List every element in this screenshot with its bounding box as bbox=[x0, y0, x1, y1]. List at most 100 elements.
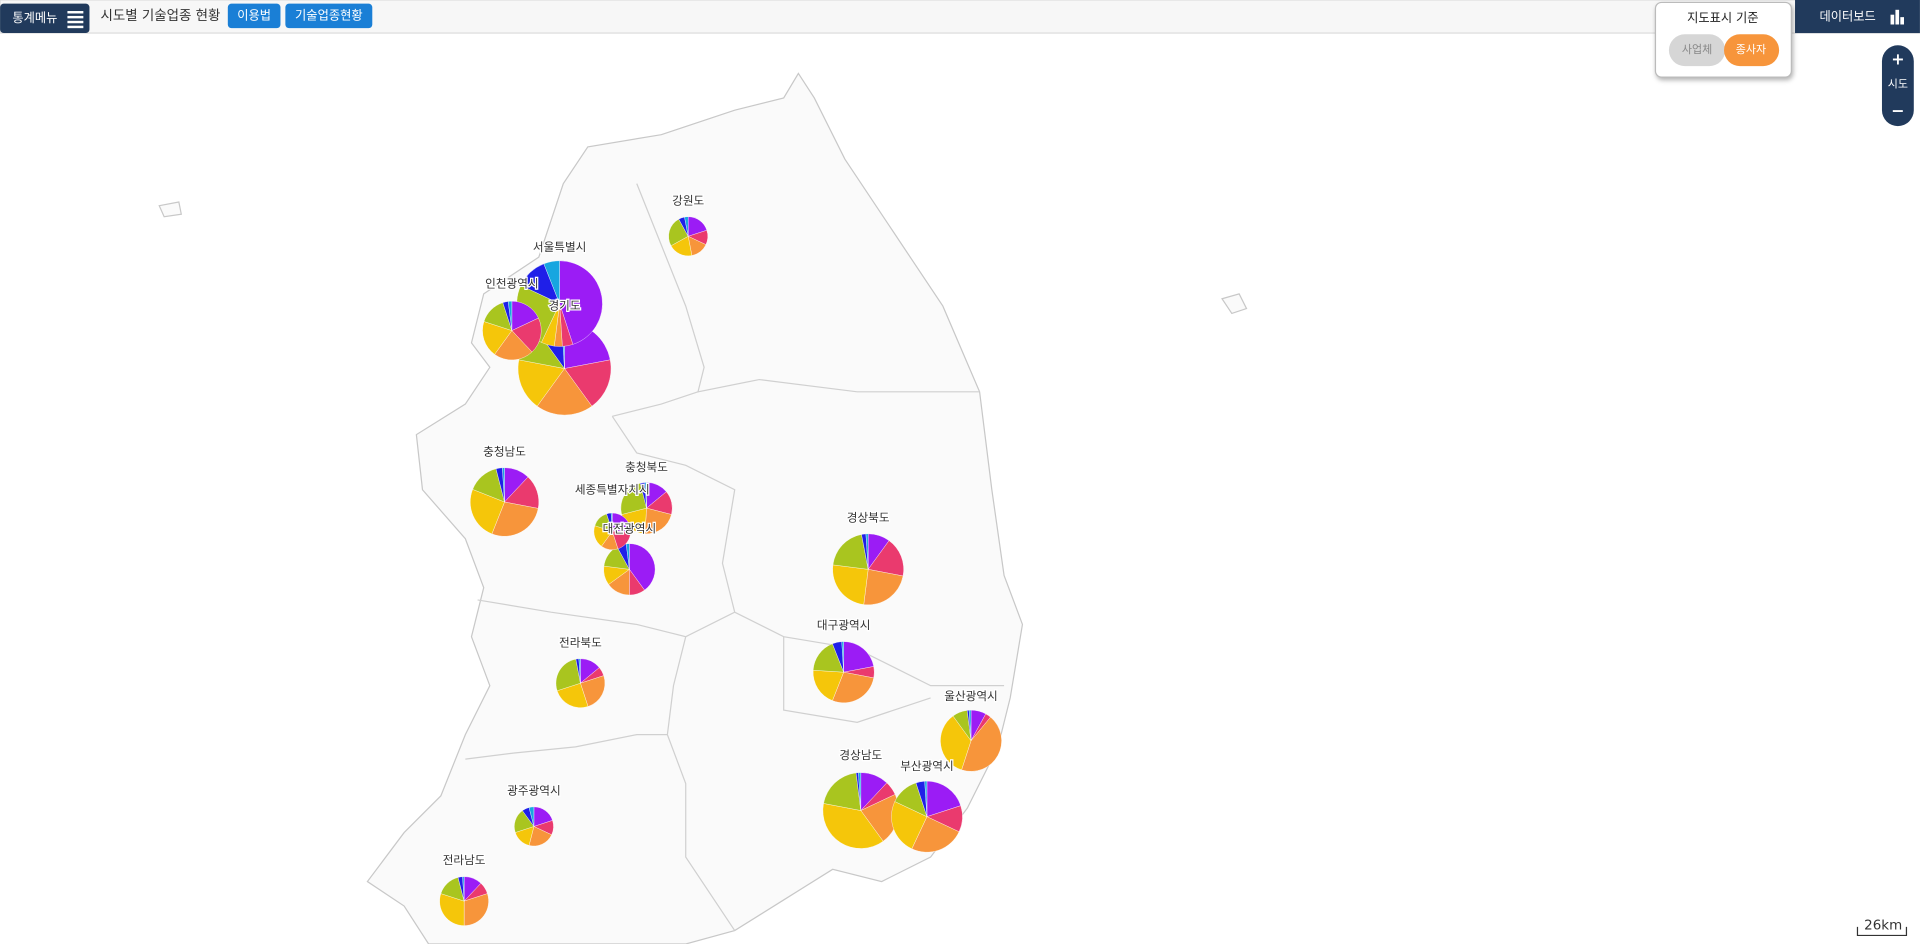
zoom-level: 시도 bbox=[1888, 77, 1908, 90]
zoom-control: + 시도 − bbox=[1881, 45, 1914, 127]
pie-chart bbox=[555, 658, 606, 708]
scale-label: 26km bbox=[1864, 919, 1902, 934]
pie-slice bbox=[612, 512, 631, 532]
zoom-out[interactable]: − bbox=[1891, 101, 1904, 120]
pie-chart bbox=[482, 301, 542, 361]
region-label: 강원도 bbox=[672, 193, 704, 207]
pie-slice bbox=[863, 569, 904, 606]
toggle-label: 사업체 bbox=[1682, 43, 1712, 56]
region-label: 경상남도 bbox=[839, 748, 882, 762]
pie-chart bbox=[603, 543, 656, 596]
pie-slice bbox=[865, 533, 869, 570]
region-label: 광주광역시 bbox=[507, 783, 560, 797]
pie-slice bbox=[439, 893, 465, 926]
island bbox=[1221, 293, 1248, 315]
scale-line bbox=[1856, 926, 1908, 937]
region-label: 서울특별시 bbox=[533, 240, 586, 254]
page-title: 시도별 기술업종 현황 bbox=[100, 8, 220, 24]
pie-slice bbox=[812, 670, 844, 701]
hamburger-icon bbox=[67, 11, 84, 29]
pie-slice bbox=[911, 816, 960, 853]
toggle-label: 종사자 bbox=[1736, 43, 1766, 56]
pie-slice bbox=[559, 260, 603, 345]
pie-slice bbox=[629, 543, 656, 591]
pie-slice bbox=[644, 482, 647, 509]
pie-slice bbox=[940, 715, 972, 771]
pie-slice bbox=[462, 876, 465, 902]
toggle-option[interactable] bbox=[1668, 34, 1726, 67]
pie-slice bbox=[578, 658, 581, 684]
pie-chart bbox=[668, 216, 708, 257]
pie-slice bbox=[610, 512, 613, 532]
pie-slice bbox=[564, 359, 612, 407]
region-label: 전라남도 bbox=[443, 853, 486, 867]
pie-slice bbox=[625, 543, 630, 570]
pie-slice bbox=[841, 641, 844, 673]
pie-slice bbox=[555, 658, 581, 692]
region-label: 대구광역시 bbox=[817, 618, 870, 632]
pie-slice bbox=[823, 772, 862, 811]
pie-slice bbox=[502, 467, 505, 503]
pie-chart bbox=[812, 641, 875, 703]
pie-slice bbox=[644, 507, 672, 534]
pie-slice bbox=[891, 801, 928, 850]
region-label: 세종특별자치시 bbox=[575, 482, 650, 496]
pie-chart bbox=[822, 772, 899, 849]
pie-slice bbox=[832, 671, 874, 703]
status-button[interactable] bbox=[285, 3, 373, 29]
pie-slice bbox=[858, 772, 862, 811]
pie-slice bbox=[580, 675, 606, 707]
pie-slice bbox=[511, 317, 542, 353]
pie-slice bbox=[968, 709, 972, 741]
pie-slice bbox=[507, 301, 513, 331]
pie-chart bbox=[891, 780, 963, 853]
legend-box: 지도표시 기준 사업체 종사자 bbox=[1654, 1, 1792, 78]
pie-slice bbox=[556, 682, 589, 708]
region-label: 경기도 bbox=[548, 299, 580, 313]
pie-slice bbox=[620, 482, 647, 515]
region-label: 충청북도 bbox=[625, 460, 668, 474]
region-label: 충청남도 bbox=[483, 444, 526, 458]
pie-slice bbox=[924, 780, 928, 817]
pie-slice bbox=[491, 501, 539, 537]
toggle-option[interactable] bbox=[1724, 34, 1780, 67]
pie-slice bbox=[867, 540, 904, 577]
pie-slice bbox=[482, 321, 513, 355]
pie-chart bbox=[439, 876, 489, 926]
legend-title: 지도표시 기준 bbox=[1687, 11, 1758, 25]
pie-slice bbox=[832, 534, 869, 570]
pie-chart bbox=[514, 806, 554, 847]
chart-icon bbox=[1890, 9, 1904, 25]
province-borders bbox=[465, 183, 1005, 931]
pie-slice bbox=[822, 803, 884, 849]
pie-slice bbox=[470, 489, 505, 535]
menu-button[interactable] bbox=[0, 3, 90, 34]
pie-slice bbox=[961, 716, 1002, 772]
pie-chart bbox=[620, 482, 673, 534]
pie-slice bbox=[926, 780, 961, 817]
pie-chart bbox=[470, 467, 539, 537]
pie-slice bbox=[832, 564, 869, 605]
menu-label: 통계메뉴 bbox=[12, 11, 57, 25]
pie-slice bbox=[517, 359, 565, 407]
region-label: 울산광역시 bbox=[944, 689, 997, 703]
pie-chart bbox=[940, 709, 1002, 772]
region-label: 전라북도 bbox=[559, 635, 602, 649]
zoom-in[interactable]: + bbox=[1891, 49, 1904, 68]
pie-chart bbox=[593, 512, 631, 550]
scale-bar: 26km bbox=[1856, 919, 1908, 937]
pie-slice bbox=[684, 216, 689, 237]
status-button-label: 기술업종현황 bbox=[295, 8, 363, 22]
island bbox=[158, 201, 183, 218]
pie-slice bbox=[536, 368, 593, 416]
region-label: 인천광역시 bbox=[485, 277, 538, 291]
pie-slice bbox=[463, 893, 489, 926]
help-button[interactable] bbox=[227, 3, 281, 29]
pie-slice bbox=[494, 330, 533, 361]
region-label: 부산광역시 bbox=[900, 759, 953, 773]
pie-slice bbox=[528, 806, 535, 827]
pie-chart bbox=[832, 533, 904, 606]
pie-slice bbox=[668, 218, 689, 246]
